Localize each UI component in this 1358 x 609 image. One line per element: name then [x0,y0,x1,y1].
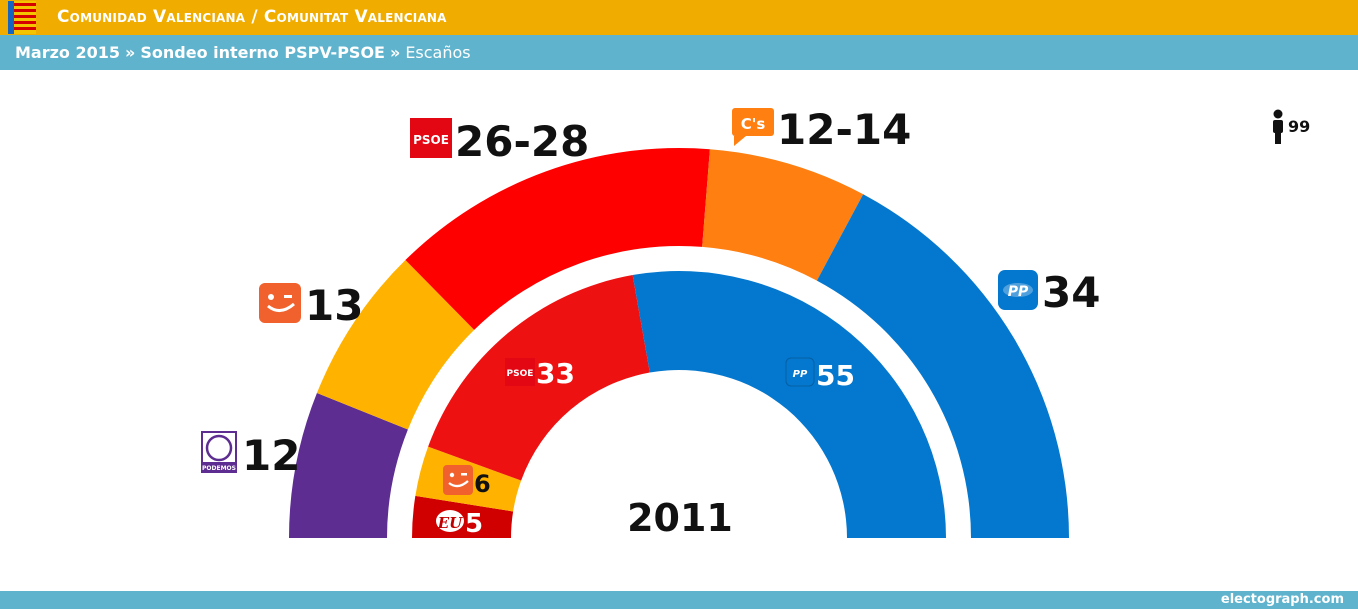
pp-logo-text: PP [1008,284,1029,300]
header-bar: Comunidad Valenciana / Comunitat Valenci… [0,0,1358,35]
subtitle-source: Sondeo interno PSPV-PSOE [140,43,385,62]
label-2011-psoe: PSOE 33 [505,357,575,390]
subheader-bar: Marzo 2015» Sondeo interno PSPV-PSOE» Esca… [0,35,1358,70]
arc-pp [632,270,946,538]
label-pp: PP 34 [998,268,1100,317]
total-seats: 99 [1273,109,1310,144]
eu-logo-icon: EU [436,510,464,532]
inner-ring-year-label: 2011 [627,496,733,540]
psoe-logo-icon: PSOE [410,118,452,158]
footer-bar: electograph.com [0,591,1358,609]
label-2011-pp: PP 55 [785,357,855,392]
label-psoe: PSOE 26-28 [410,117,589,166]
arc-psoe [405,148,710,330]
compromis-seats: 13 [305,281,363,330]
psoe-2011-seats: 33 [536,357,575,390]
compromis-logo-icon [443,465,473,495]
label-cs: C's 12-14 [732,105,911,154]
arc-c-s [702,149,864,281]
subtitle: Marzo 2015» Sondeo interno PSPV-PSOE» Esca… [15,43,471,62]
eu-logo-text: EU [437,514,463,532]
pp-2011-logo-text: PP [793,369,808,380]
psoe-logo-text: PSOE [413,133,449,147]
credit-text: electograph.com [1220,592,1344,607]
podemos-logo-text: PODEMOS [202,465,236,472]
cs-seats: 12-14 [777,105,911,154]
compromis-2011-seats: 6 [474,470,491,498]
podemos-seats: 12 [242,431,300,480]
pp-logo-icon: PP [998,270,1038,310]
label-podemos: PODEMOS 12 [201,431,300,480]
cs-logo-text: C's [741,115,766,133]
label-compromis: 13 [259,281,363,330]
podemos-logo-icon: PODEMOS [201,431,237,473]
arc-psoe [428,275,650,481]
arc-podemos [289,393,408,538]
compromis-logo-icon [259,283,301,323]
pp-seats: 34 [1042,268,1100,317]
label-2011-eu: EU 5 [436,509,483,539]
subtitle-separator: » [389,43,401,62]
psoe-seats: 26-28 [455,117,589,166]
page-title: Comunidad Valenciana / Comunitat Valenci… [57,7,447,27]
outer-ring [289,148,1069,538]
psoe-logo-icon: PSOE [505,358,535,386]
eu-2011-seats: 5 [465,509,483,539]
arc-pp [816,194,1069,538]
total-seats-value: 99 [1288,117,1310,136]
subtitle-separator: » [125,43,136,62]
subtitle-date: Marzo 2015 [15,43,121,62]
psoe-2011-logo-text: PSOE [507,369,534,379]
cs-logo-icon: C's [732,108,774,146]
valencian-flag-icon [8,1,36,34]
person-icon [1273,109,1283,144]
pp-logo-icon: PP [785,357,815,387]
pp-2011-seats: 55 [816,359,855,392]
label-2011-compromis: 6 [443,465,491,498]
arc-comprom-s [316,260,475,430]
subtitle-metric: Escaños [405,43,471,62]
